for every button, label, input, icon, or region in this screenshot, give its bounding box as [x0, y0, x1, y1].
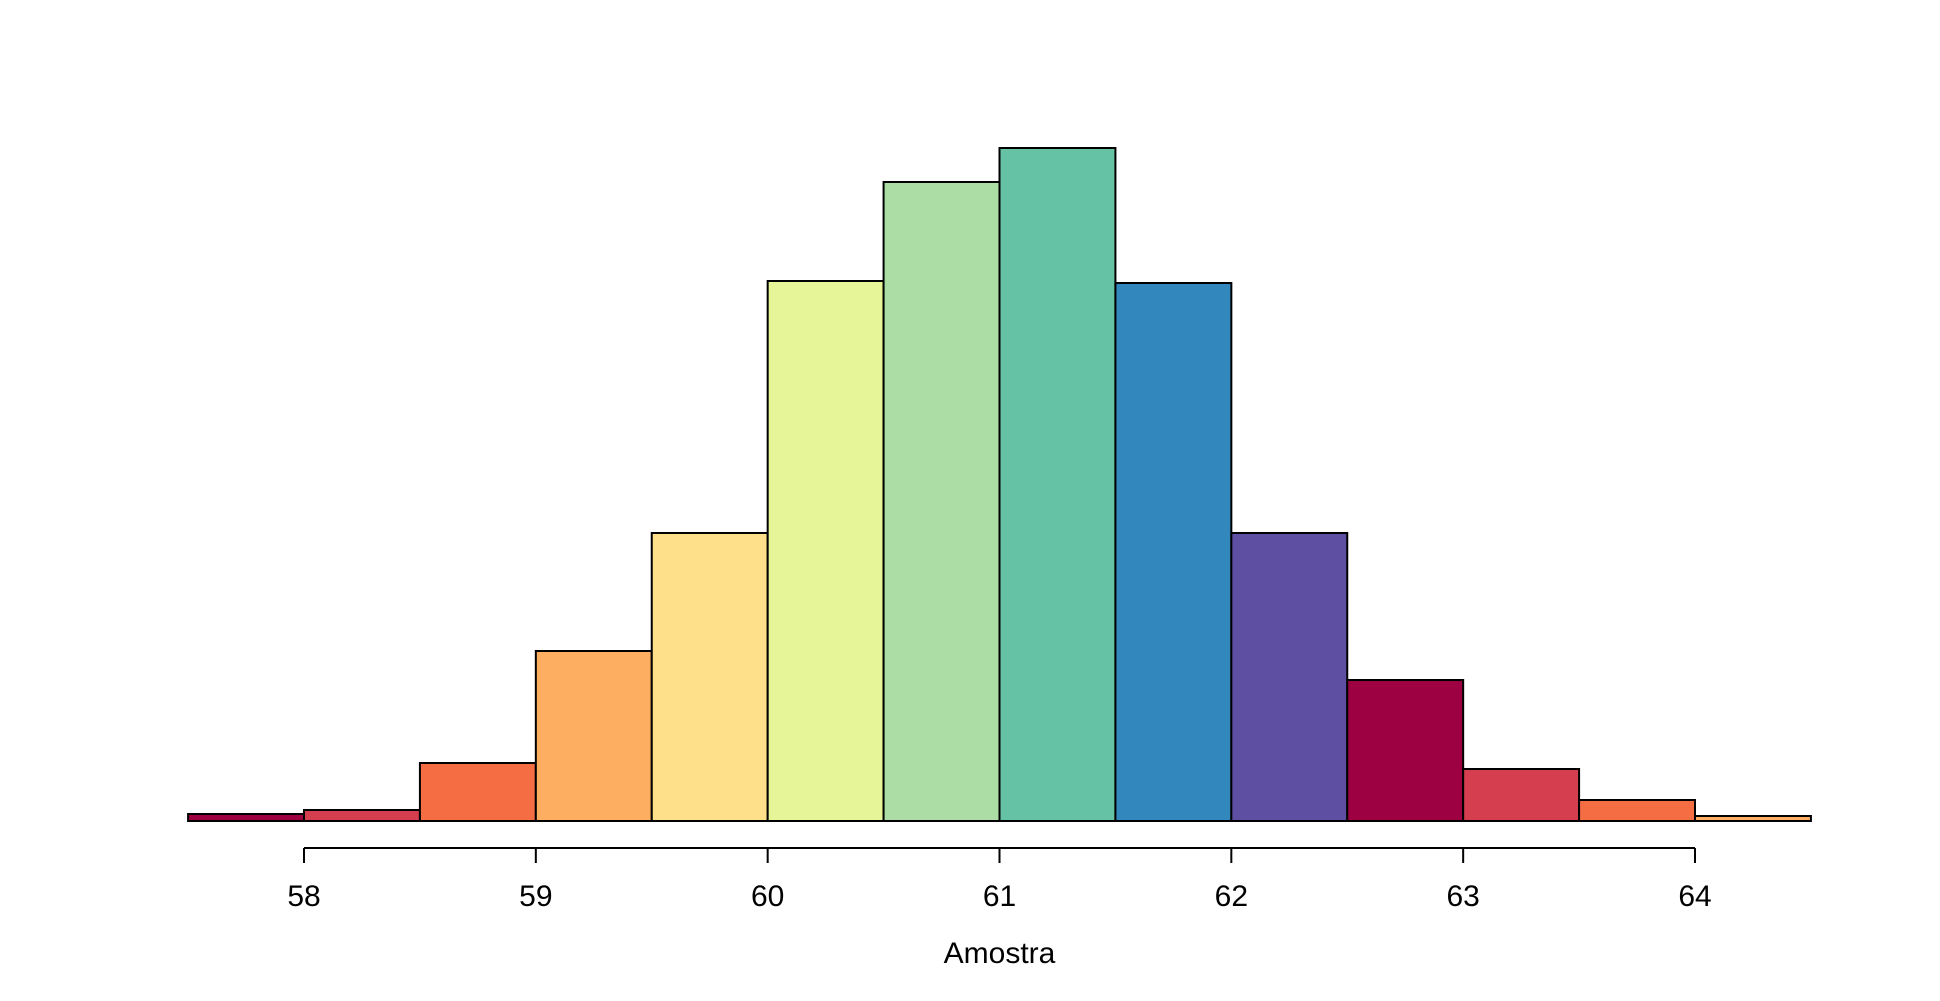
histogram-bar [1578, 799, 1696, 822]
histogram-bar [766, 280, 885, 822]
histogram-bar [882, 181, 1001, 822]
x-axis: 58 59 60 61 62 63 64 [287, 847, 1712, 913]
histogram-bar [1114, 282, 1233, 822]
x-axis-tick-label: 61 [983, 880, 1016, 913]
x-axis-tick-label: 62 [1215, 880, 1248, 913]
x-axis-tick-label: 59 [519, 880, 552, 913]
histogram-bar [1462, 768, 1581, 822]
histogram-bar [187, 813, 305, 822]
x-axis-tick-label: 60 [751, 880, 784, 913]
x-axis-tick-label: 64 [1678, 880, 1711, 913]
histogram-bar [534, 650, 653, 822]
histogram-bar [418, 762, 537, 822]
x-axis-tick-label: 58 [287, 880, 320, 913]
x-axis-tick-label: 63 [1446, 880, 1479, 913]
histogram-bar [1230, 532, 1349, 822]
bars-group [187, 147, 1812, 822]
histogram-bar [1346, 679, 1465, 822]
histogram-bar [1694, 815, 1812, 822]
x-axis-title: Amostra [944, 937, 1056, 970]
histogram-bar [650, 532, 769, 822]
histogram-bar [998, 147, 1117, 822]
histogram-bar [303, 809, 421, 822]
